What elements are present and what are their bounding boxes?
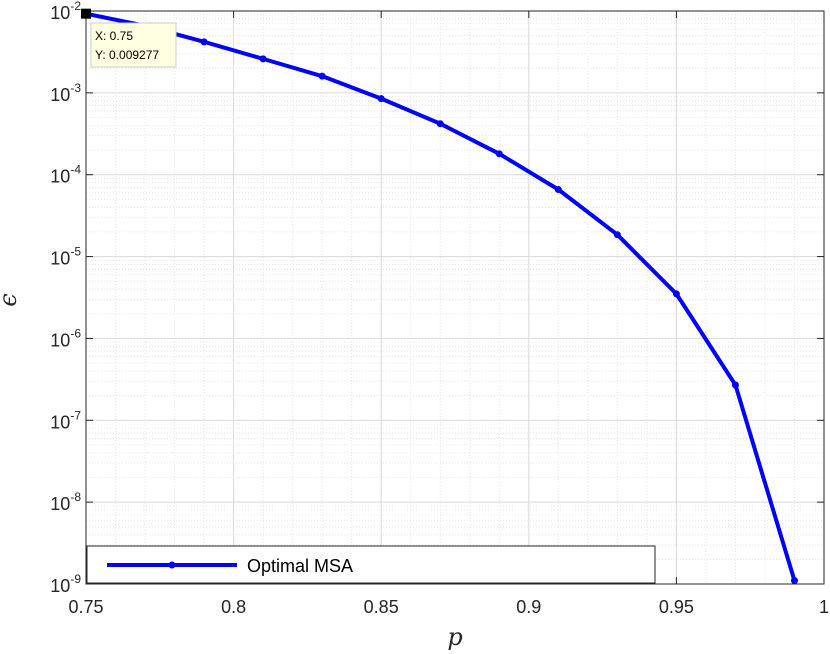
data-tip-x: X: 0.75 [95, 29, 133, 43]
data-tip-marker [81, 8, 91, 19]
y-tick-label: 10-6 [50, 326, 81, 350]
data-point [377, 95, 385, 103]
x-tick-label: 0.95 [659, 597, 694, 617]
y-tick-label: 10-2 [50, 0, 81, 23]
data-tip-y: Y: 0.009277 [95, 48, 159, 62]
x-axis-ticks: 0.75 0.8 0.85 0.9 0.95 1 [68, 11, 829, 617]
y-tick-label: 10-7 [50, 408, 81, 432]
y-tick-label: 10-3 [50, 81, 81, 105]
x-tick-label: 0.75 [68, 597, 103, 617]
y-tick-label: 10-8 [50, 490, 81, 514]
x-axis-label: p [447, 623, 462, 651]
y-axis-label: ϵ [0, 293, 22, 306]
y-tick-label: 10-9 [50, 572, 81, 596]
legend[interactable]: Optimal MSA [86, 545, 656, 584]
data-tip[interactable]: X: 0.75 Y: 0.009277 [81, 8, 177, 68]
data-point [259, 55, 267, 63]
data-point [672, 290, 680, 298]
data-point [790, 577, 798, 585]
y-tick-label: 10-4 [50, 163, 81, 187]
data-point [318, 72, 326, 80]
y-tick-label: 10-5 [50, 245, 81, 269]
plot-frame [85, 10, 825, 585]
data-point [554, 185, 562, 193]
plot-area [86, 11, 824, 584]
x-tick-label: 1 [819, 597, 829, 617]
x-tick-label: 0.8 [221, 597, 246, 617]
data-point [613, 231, 621, 239]
y-axis-ticks: 10-2 10-3 10-4 10-5 10-6 10-7 10-8 10-9 [50, 0, 824, 596]
data-tip-box [90, 22, 177, 68]
legend-marker-sample [168, 561, 176, 569]
data-point [436, 120, 444, 128]
legend-label: Optimal MSA [247, 556, 353, 576]
x-tick-label: 0.85 [364, 597, 399, 617]
data-point [495, 150, 503, 158]
x-tick-label: 0.9 [516, 597, 541, 617]
data-point [200, 38, 208, 46]
data-point [731, 381, 739, 389]
